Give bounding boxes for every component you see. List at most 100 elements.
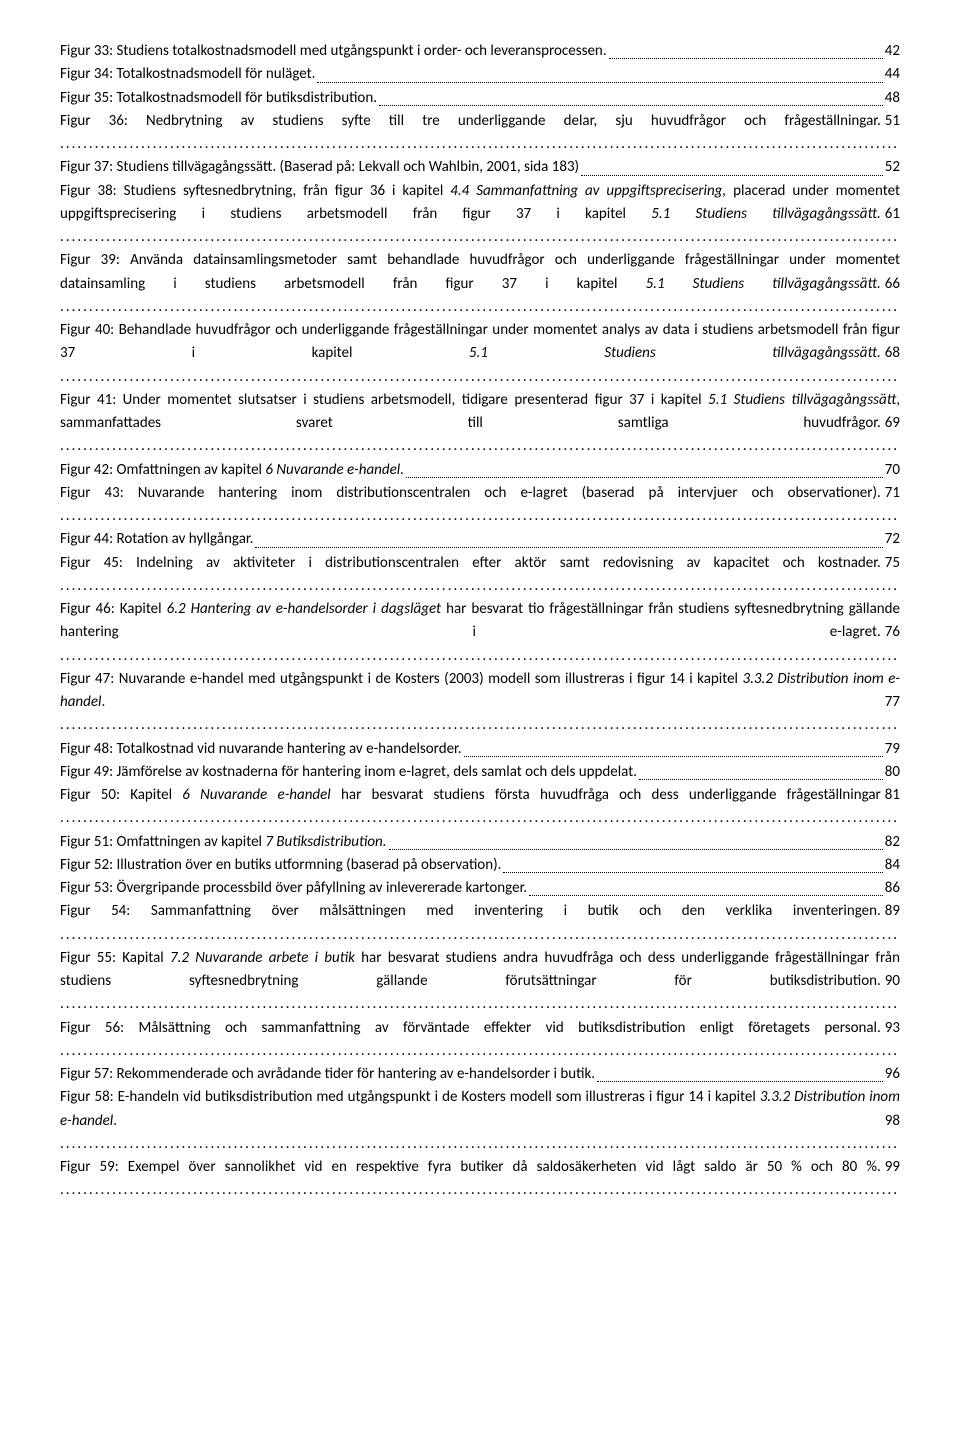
dotted-leader: ........................................… <box>60 437 900 455</box>
figure-list-text: Figur 43: Nuvarande hantering inom distr… <box>60 482 900 529</box>
page-number: 89 <box>881 900 900 923</box>
page-number: 86 <box>885 877 900 900</box>
dotted-leader: ........................................… <box>60 716 900 734</box>
figure-list-entry: Figur 58: E-handeln vid butiksdistributi… <box>60 1086 900 1156</box>
figure-list-text: Figur 58: E-handeln vid butiksdistributi… <box>60 1086 900 1156</box>
dotted-leader: ........................................… <box>60 647 900 665</box>
dotted-leader: ........................................… <box>60 809 900 827</box>
page-number: 48 <box>885 87 900 110</box>
figure-list-entry: Figur 52: Illustration över en butiks ut… <box>60 854 900 877</box>
dotted-leader <box>581 175 883 176</box>
figure-list-text: Figur 39: Använda datainsamlingsmetoder … <box>60 249 900 319</box>
dotted-leader <box>464 756 883 757</box>
figure-list-entry: Figur 36: Nedbrytning av studiens syfte … <box>60 110 900 157</box>
figure-list-text: Figur 57: Rekommenderade och avrådande t… <box>60 1063 595 1086</box>
page-number: 44 <box>885 63 900 86</box>
page-number: 80 <box>885 761 900 784</box>
page-number: 51 <box>881 110 900 133</box>
figure-list-text: Figur 35: Totalkostnadsmodell för butiks… <box>60 87 377 110</box>
figure-list-text: Figur 33: Studiens totalkostnadsmodell m… <box>60 40 607 63</box>
dotted-leader: ........................................… <box>60 1181 900 1199</box>
figure-list-entry: Figur 54: Sammanfattning över målsättnin… <box>60 900 900 947</box>
figure-list-text: Figur 34: Totalkostnadsmodell för nuläge… <box>60 63 315 86</box>
page-number: 71 <box>881 482 900 505</box>
figure-list-text: Figur 51: Omfattningen av kapitel 7 Buti… <box>60 831 387 854</box>
figure-list-text: Figur 46: Kapitel 6.2 Hantering av e-han… <box>60 598 900 668</box>
figure-list-entry: Figur 57: Rekommenderade och avrådande t… <box>60 1063 900 1086</box>
figure-list-entry: Figur 49: Jämförelse av kostnaderna för … <box>60 761 900 784</box>
dotted-leader <box>597 1081 883 1082</box>
figure-list-entry: Figur 38: Studiens syftesnedbrytning, fr… <box>60 180 900 250</box>
page-number: 79 <box>885 738 900 761</box>
dotted-leader: ........................................… <box>60 926 900 944</box>
figure-list-entry: Figur 33: Studiens totalkostnadsmodell m… <box>60 40 900 63</box>
page-number: 70 <box>885 459 900 482</box>
figure-list-entry: Figur 42: Omfattningen av kapitel 6 Nuva… <box>60 459 900 482</box>
figure-list-text: Figur 56: Målsättning och sammanfattning… <box>60 1017 900 1064</box>
figure-list-entry: Figur 45: Indelning av aktiviteter i dis… <box>60 552 900 599</box>
figure-list-text: Figur 47: Nuvarande e-handel med utgångs… <box>60 668 900 738</box>
dotted-leader <box>639 779 883 780</box>
figure-list-entry: Figur 56: Målsättning och sammanfattning… <box>60 1017 900 1064</box>
page-number: 42 <box>885 40 900 63</box>
figure-list-entry: Figur 50: Kapitel 6 Nuvarande e-handel h… <box>60 784 900 831</box>
dotted-leader <box>503 872 882 873</box>
figure-list-text: Figur 40: Behandlade huvudfrågor och und… <box>60 319 900 389</box>
page-number: 82 <box>885 831 900 854</box>
page-number: 72 <box>885 528 900 551</box>
figure-list-text: Figur 41: Under momentet slutsatser i st… <box>60 389 900 459</box>
figure-list-text: Figur 36: Nedbrytning av studiens syfte … <box>60 110 900 157</box>
figure-list-entry: Figur 51: Omfattningen av kapitel 7 Buti… <box>60 831 900 854</box>
figure-list-entry: Figur 37: Studiens tillvägagångssätt. (B… <box>60 156 900 179</box>
figure-list-text: Figur 38: Studiens syftesnedbrytning, fr… <box>60 180 900 250</box>
figure-list-entry: Figur 43: Nuvarande hantering inom distr… <box>60 482 900 529</box>
figure-list-text: Figur 55: Kapital 7.2 Nuvarande arbete i… <box>60 947 900 1017</box>
page-number: 61 <box>881 203 900 226</box>
figure-list-text: Figur 48: Totalkostnad vid nuvarande han… <box>60 738 462 761</box>
figure-list-entry: Figur 44: Rotation av hyllgångar. 72 <box>60 528 900 551</box>
dotted-leader <box>406 477 883 478</box>
dotted-leader <box>379 105 883 106</box>
page-number: 52 <box>885 156 900 179</box>
figure-list-text: Figur 52: Illustration över en butiks ut… <box>60 854 501 877</box>
figure-list-entry: Figur 59: Exempel över sannolikhet vid e… <box>60 1156 900 1203</box>
figure-list-entry: Figur 41: Under momentet slutsatser i st… <box>60 389 900 459</box>
page-number: 84 <box>885 854 900 877</box>
dotted-leader: ........................................… <box>60 995 900 1013</box>
figure-list-text: Figur 59: Exempel över sannolikhet vid e… <box>60 1156 900 1203</box>
figure-list-text: Figur 54: Sammanfattning över målsättnin… <box>60 900 900 947</box>
figure-list-entry: Figur 40: Behandlade huvudfrågor och und… <box>60 319 900 389</box>
page-number: 90 <box>881 970 900 993</box>
figure-list-entry: Figur 35: Totalkostnadsmodell för butiks… <box>60 87 900 110</box>
dotted-leader: ........................................… <box>60 1135 900 1153</box>
figure-list-entry: Figur 34: Totalkostnadsmodell för nuläge… <box>60 63 900 86</box>
dotted-leader <box>609 58 883 59</box>
figure-list-text: Figur 42: Omfattningen av kapitel 6 Nuva… <box>60 459 404 482</box>
figure-list-entry: Figur 55: Kapital 7.2 Nuvarande arbete i… <box>60 947 900 1017</box>
page-number: 98 <box>881 1110 900 1133</box>
dotted-leader: ........................................… <box>60 507 900 525</box>
figure-list-text: Figur 37: Studiens tillvägagångssätt. (B… <box>60 156 579 179</box>
figure-list-text: Figur 44: Rotation av hyllgångar. <box>60 528 253 551</box>
dotted-leader <box>317 82 882 83</box>
dotted-leader: ........................................… <box>60 1042 900 1060</box>
figure-list-text: Figur 50: Kapitel 6 Nuvarande e-handel h… <box>60 784 900 831</box>
dotted-leader <box>255 547 882 548</box>
figure-list-entry: Figur 46: Kapitel 6.2 Hantering av e-han… <box>60 598 900 668</box>
figure-list-entry: Figur 53: Övergripande processbild över … <box>60 877 900 900</box>
dotted-leader: ........................................… <box>60 298 900 316</box>
figure-list-entry: Figur 47: Nuvarande e-handel med utgångs… <box>60 668 900 738</box>
page-number: 99 <box>881 1156 900 1179</box>
page-number: 76 <box>881 621 900 644</box>
dotted-leader <box>389 849 883 850</box>
dotted-leader: ........................................… <box>60 368 900 386</box>
page-number: 77 <box>881 691 900 714</box>
page-number: 68 <box>881 342 900 365</box>
figure-list-text: Figur 53: Övergripande processbild över … <box>60 877 527 900</box>
page-number: 96 <box>885 1063 900 1086</box>
figure-list-text: Figur 45: Indelning av aktiviteter i dis… <box>60 552 900 599</box>
figure-list-entry: Figur 39: Använda datainsamlingsmetoder … <box>60 249 900 319</box>
page-number: 69 <box>881 412 900 435</box>
page-number: 93 <box>881 1017 900 1040</box>
dotted-leader: ........................................… <box>60 135 900 153</box>
